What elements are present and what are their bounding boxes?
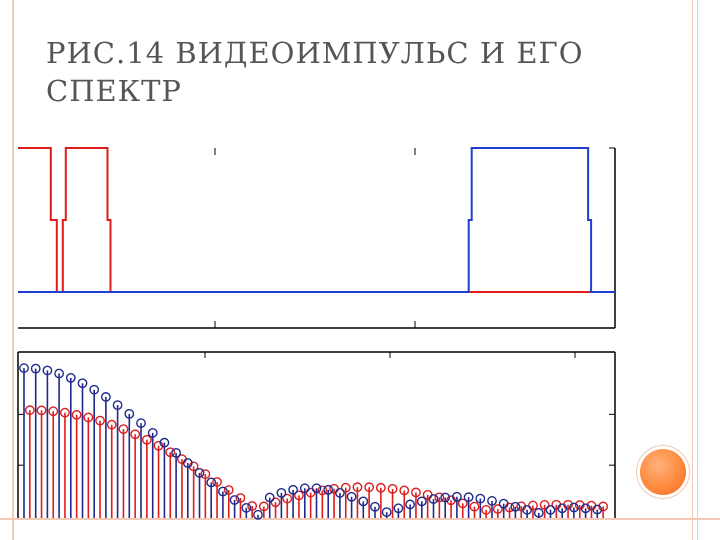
pulse-line-red <box>18 147 615 293</box>
marker-red-16 <box>212 477 222 487</box>
marker-navy-38 <box>463 492 474 503</box>
marker-navy-44 <box>533 508 544 518</box>
marker-red-15 <box>200 469 211 480</box>
marker-navy-12 <box>159 437 170 448</box>
marker-red-47 <box>574 500 585 510</box>
marker-navy-14 <box>182 458 193 468</box>
marker-red-3 <box>60 407 70 418</box>
marker-red-39 <box>481 504 492 515</box>
marker-navy-2 <box>42 365 53 376</box>
marker-navy-10 <box>136 418 146 429</box>
marker-red-22 <box>282 493 293 504</box>
marker-navy-30 <box>370 501 380 512</box>
marker-red-32 <box>399 485 410 496</box>
marker-red-23 <box>294 490 304 501</box>
marker-navy-3 <box>54 368 64 379</box>
marker-red-21 <box>270 497 281 508</box>
marker-navy-17 <box>217 486 228 497</box>
marker-red-35 <box>434 492 445 503</box>
marker-red-6 <box>95 415 105 426</box>
marker-red-7 <box>106 419 117 430</box>
marker-navy-7 <box>101 392 111 402</box>
marker-navy-39 <box>475 493 486 504</box>
marker-navy-40 <box>487 496 497 506</box>
marker-navy-18 <box>229 495 240 505</box>
marker-red-8 <box>118 424 129 435</box>
marker-navy-31 <box>381 507 392 518</box>
marker-red-33 <box>411 487 421 498</box>
marker-navy-36 <box>440 492 451 503</box>
marker-navy-28 <box>346 491 357 502</box>
marker-navy-42 <box>510 501 521 512</box>
marker-navy-22 <box>276 487 287 498</box>
marker-red-49 <box>598 501 609 512</box>
marker-red-44 <box>539 500 550 510</box>
marker-red-5 <box>83 412 94 423</box>
marker-red-25 <box>317 485 328 496</box>
marker-navy-37 <box>451 491 462 502</box>
marker-navy-49 <box>592 504 603 515</box>
marker-red-4 <box>71 409 82 420</box>
marker-navy-47 <box>569 502 579 513</box>
marker-red-0 <box>24 405 35 416</box>
marker-red-18 <box>235 493 246 503</box>
marker-navy-0 <box>19 363 29 374</box>
marker-red-12 <box>165 447 176 458</box>
marker-navy-29 <box>358 496 369 507</box>
marker-navy-33 <box>405 499 415 510</box>
marker-red-40 <box>492 504 503 514</box>
marker-navy-23 <box>288 484 298 495</box>
marker-navy-8 <box>112 400 123 411</box>
marker-navy-4 <box>65 372 76 383</box>
marker-red-20 <box>258 501 269 512</box>
marker-navy-6 <box>89 384 100 395</box>
marker-red-38 <box>469 501 480 512</box>
marker-red-19 <box>247 501 258 511</box>
marker-red-10 <box>141 434 152 445</box>
marker-navy-21 <box>264 492 275 503</box>
marker-red-1 <box>36 405 47 416</box>
marker-navy-24 <box>299 483 310 494</box>
marker-red-30 <box>375 482 386 493</box>
marker-red-37 <box>457 498 468 509</box>
spectrum-chart <box>17 351 616 520</box>
marker-navy-11 <box>147 427 158 438</box>
marker-navy-13 <box>171 447 182 458</box>
marker-red-29 <box>364 482 375 493</box>
decorative-circle <box>640 449 686 495</box>
marker-navy-27 <box>334 487 345 498</box>
marker-navy-20 <box>253 509 263 520</box>
pulse-line-blue <box>18 147 615 293</box>
marker-red-27 <box>340 482 351 493</box>
marker-navy-43 <box>522 504 532 515</box>
marker-navy-16 <box>206 477 217 488</box>
marker-navy-19 <box>241 502 252 513</box>
marker-navy-32 <box>393 503 404 514</box>
marker-navy-1 <box>30 363 41 374</box>
marker-navy-15 <box>194 467 205 478</box>
marker-navy-41 <box>498 498 509 509</box>
marker-navy-34 <box>416 496 427 507</box>
marker-navy-25 <box>311 483 322 494</box>
marker-navy-9 <box>124 408 135 419</box>
slide-title: РИС.14 ВИДЕОИМПУЛЬС И ЕГО СПЕКТР <box>46 36 584 108</box>
marker-navy-48 <box>580 503 591 514</box>
marker-navy-46 <box>557 503 568 514</box>
marker-navy-26 <box>323 484 334 495</box>
marker-red-9 <box>130 429 141 440</box>
marker-red-28 <box>352 482 363 493</box>
marker-red-17 <box>223 485 234 495</box>
marker-red-2 <box>48 406 59 417</box>
marker-navy-45 <box>545 504 556 515</box>
marker-navy-35 <box>428 494 439 504</box>
pulse-chart <box>18 147 616 329</box>
marker-navy-5 <box>77 378 88 389</box>
marker-red-11 <box>153 440 164 451</box>
marker-red-31 <box>387 483 398 494</box>
